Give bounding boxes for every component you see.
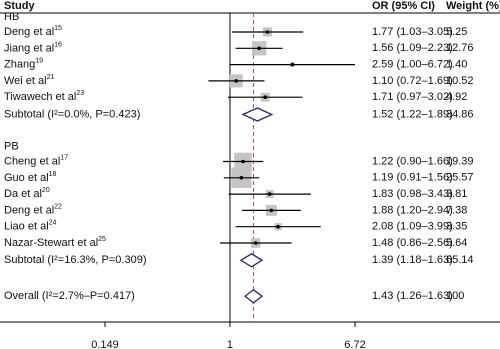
point-estimate xyxy=(263,95,267,99)
ci-label: 1.39 (1.18–1.63) xyxy=(372,254,453,266)
point-estimate xyxy=(234,79,239,83)
study-name: Liao et al xyxy=(4,221,49,233)
point-estimate xyxy=(290,62,295,67)
study-label: Da et al20 xyxy=(4,187,50,200)
x-tick-label: 6.72 xyxy=(344,339,365,349)
study-name: Guo et al xyxy=(4,172,49,184)
ci-label: 1.71 (0.97–3.02) xyxy=(372,91,453,103)
study-ref: 17 xyxy=(60,154,68,161)
study-name: Nazar-Stewart et al xyxy=(4,237,98,249)
x-tick-label: 0.149 xyxy=(91,339,119,349)
weight-label: 7.38 xyxy=(446,204,467,216)
study-ref: 16 xyxy=(54,41,62,48)
weight-label: 34.86 xyxy=(446,108,474,120)
weight-label: 3.81 xyxy=(446,188,467,200)
study-name: Deng et al xyxy=(4,26,54,38)
weight-label: 12.76 xyxy=(446,42,474,54)
study-ref: 18 xyxy=(49,171,57,178)
subtotal-label: Subtotal (I²=0.0%, P=0.423) xyxy=(4,108,140,120)
ci-label: 1.88 (1.20–2.94) xyxy=(372,204,453,216)
point-estimate xyxy=(276,224,280,229)
weight-label: 4.92 xyxy=(446,91,467,103)
ci-label: 1.52 (1.22–1.89) xyxy=(372,108,453,120)
study-label: Wei et al21 xyxy=(4,74,54,87)
group-label: HB xyxy=(4,11,19,23)
study-ref: 19 xyxy=(35,57,43,64)
weight-label: 10.52 xyxy=(446,75,474,87)
weight-label: 5.25 xyxy=(446,26,467,38)
point-estimate xyxy=(241,159,245,164)
study-name: Jiang et al xyxy=(4,42,54,54)
point-estimate xyxy=(269,208,274,213)
study-name: Cheng et al xyxy=(4,155,60,167)
study-name: Tiwawech et al xyxy=(4,91,76,103)
study-name: Wei et al xyxy=(4,75,47,87)
ci-label: 2.59 (1.00–6.72) xyxy=(372,59,453,71)
study-ref: 24 xyxy=(49,220,57,227)
subtotal-label: Subtotal (I²=16.3%, P=0.309) xyxy=(4,254,146,266)
weight-label: 1.40 xyxy=(446,59,467,71)
study-ref: 25 xyxy=(98,236,106,243)
ci-label: 1.43 (1.26–1.63) xyxy=(372,290,453,302)
study-ref: 22 xyxy=(54,203,62,210)
study-ref: 15 xyxy=(54,25,62,32)
group-label: PB xyxy=(4,140,19,152)
ci-label: 1.48 (0.86–2.56) xyxy=(372,237,453,249)
study-name: Zhang xyxy=(4,59,35,71)
point-estimate xyxy=(253,241,258,245)
summary-diamond xyxy=(244,288,264,304)
study-label: Nazar-Stewart et al25 xyxy=(4,236,106,249)
study-ref: 21 xyxy=(47,74,55,81)
study-label: Jiang et al16 xyxy=(4,41,62,54)
x-tick-label: 1 xyxy=(227,339,233,349)
weight-label: 65.14 xyxy=(446,254,474,266)
summary-diamond xyxy=(239,253,264,268)
point-estimate xyxy=(267,192,272,196)
weight-label: 19.39 xyxy=(446,155,474,167)
overall-label: Overall (I²=2.7%–P=0.417) xyxy=(4,290,135,302)
ci-label: 1.56 (1.09–2.23) xyxy=(372,42,453,54)
study-label: Cheng et al17 xyxy=(4,154,68,167)
study-label: Liao et al24 xyxy=(4,220,57,233)
study-name: Da et al xyxy=(4,188,42,200)
summary-diamond xyxy=(241,107,274,122)
ci-label: 1.19 (0.91–1.56) xyxy=(372,172,453,184)
ci-label: 1.77 (1.03–3.05) xyxy=(372,26,453,38)
weight-label: 3.35 xyxy=(446,221,467,233)
weight-label: 5.64 xyxy=(446,237,467,249)
study-label: Deng et al15 xyxy=(4,25,62,38)
column-header: Study xyxy=(4,0,35,12)
point-estimate xyxy=(257,46,261,51)
weight-label: 100 xyxy=(446,290,464,302)
point-estimate xyxy=(265,30,270,34)
ci-label: 1.10 (0.72–1.69) xyxy=(372,75,453,87)
ci-label: 1.22 (0.90–1.66) xyxy=(372,155,453,167)
ci-label: 1.83 (0.98–3.43) xyxy=(372,188,453,200)
study-label: Zhang19 xyxy=(4,57,43,70)
column-header: Weight (%) xyxy=(446,0,500,12)
study-name: Deng et al xyxy=(4,204,54,216)
ci-label: 2.08 (1.09–3.99) xyxy=(372,221,453,233)
study-label: Guo et al18 xyxy=(4,171,57,184)
weight-label: 25.57 xyxy=(446,172,474,184)
study-label: Deng et al22 xyxy=(4,203,62,216)
study-ref: 23 xyxy=(76,90,84,97)
column-header: OR (95% CI) xyxy=(372,0,435,12)
study-ref: 20 xyxy=(42,187,50,194)
study-label: Tiwawech et al23 xyxy=(4,90,84,103)
point-estimate xyxy=(239,176,244,180)
